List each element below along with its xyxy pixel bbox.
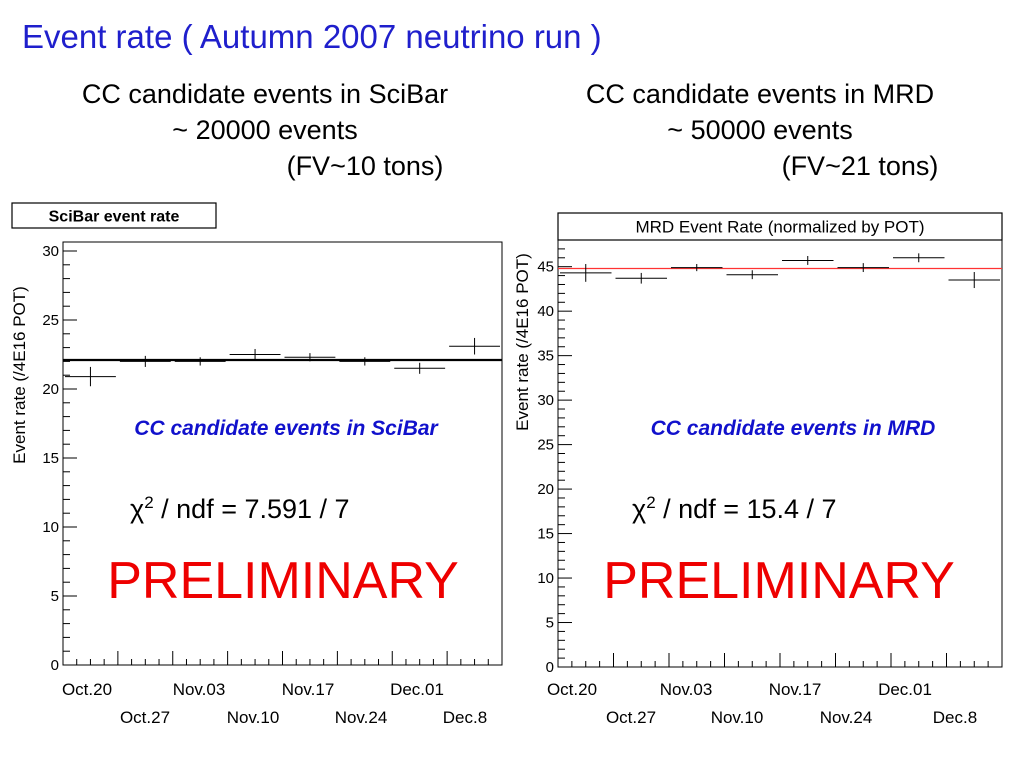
mrd-chi2-value: / ndf = 15.4 / 7 [656,494,837,524]
scibar-xlabel-row2: Nov.10 [227,708,280,727]
mrd-chart-title: MRD Event Rate (normalized by POT) [635,218,924,237]
mrd-heading-line1: CC candidate events in MRD [585,79,935,109]
mrd-xlabel-row1: Dec.01 [878,680,932,699]
mrd-ylabel: Event rate (/4E16 POT) [513,253,532,431]
mrd-xlabel-row1: Oct.20 [547,680,597,699]
mrd-chi2-symbol: χ [632,494,646,524]
scibar-chi2-text: χ2 / ndf = 7.591 / 7 [130,493,350,524]
scibar-chi2-exp: 2 [144,493,153,512]
scibar-xlabel-row1: Dec.01 [390,680,444,699]
mrd-chi2-exp: 2 [646,493,655,512]
scibar-xlabel-row2: Dec.8 [443,708,487,727]
mrd-chi2-text: χ2 / ndf = 15.4 / 7 [632,493,837,524]
scibar-chart: SciBar event rate 0 5 10 15 20 25 30 Event rate … [10,202,503,727]
scibar-chi2-symbol: χ [130,494,144,524]
mrd-xlabel-row1: Nov.03 [660,680,713,699]
scibar-heading-fv: (FV~10 tons) [286,151,444,181]
scibar-heading-line2: ~ 20000 events [172,115,358,145]
mrd-ytick-label: 20 [537,481,554,498]
mrd-preliminary-stamp: PRELIMINARY [603,552,955,610]
scibar-heading-line1: CC candidate events in SciBar [81,79,449,109]
mrd-ytick-label: 35 [537,348,554,365]
mrd-xlabel-row2: Nov.10 [711,708,764,727]
mrd-ytick-label: 0 [546,659,554,676]
mrd-ytick-label: 40 [537,303,554,320]
mrd-title-box [557,212,1003,241]
slide-title: Event rate ( Autumn 2007 neutrino run ) [22,18,602,55]
scibar-xlabel-row1: Nov.17 [282,680,335,699]
mrd-ytick-label: 30 [537,392,554,409]
mrd-xlabel-row2: Nov.24 [820,708,873,727]
scibar-xlabel-row2: Oct.27 [120,708,170,727]
scibar-ytick-label: 20 [42,381,59,398]
scibar-xlabel-row2: Nov.24 [335,708,388,727]
scibar-preliminary-stamp: PRELIMINARY [107,552,459,610]
scibar-ytick-label: 15 [42,450,59,467]
mrd-ytick-label: 25 [537,437,554,454]
scibar-xlabel-row1: Oct.20 [62,680,112,699]
scibar-title-box [11,202,217,229]
scibar-ytick-label: 10 [42,519,59,536]
mrd-xlabel-row2: Dec.8 [933,708,977,727]
scibar-xlabel-row1: Nov.03 [173,680,226,699]
mrd-heading-fv: (FV~21 tons) [781,151,939,181]
mrd-heading: CC candidate events in MRD ~ 50000 event… [530,76,990,184]
scibar-chart-title: SciBar event rate [49,209,180,226]
scibar-ytick-label: 0 [51,657,59,674]
scibar-ylabel: Event rate (/4E16 POT) [10,286,29,464]
scibar-ytick-label: 25 [42,312,59,329]
mrd-chart: MRD Event Rate (normalized by POT) 0 5 10 15… [513,212,1003,727]
mrd-ytick-label: 10 [537,570,554,587]
scibar-chi2-value: / ndf = 7.591 / 7 [154,494,350,524]
mrd-ytick-label: 5 [546,615,554,632]
scibar-ytick-label: 5 [51,588,59,605]
scibar-annotation: CC candidate events in SciBar [134,417,439,440]
mrd-ytick-label: 15 [537,526,554,543]
mrd-xlabel-row1: Nov.17 [769,680,822,699]
scibar-heading: CC candidate events in SciBar ~ 20000 ev… [30,76,500,184]
mrd-heading-line2: ~ 50000 events [667,115,853,145]
scibar-ytick-label: 30 [42,243,59,260]
mrd-ytick-label: 45 [537,259,554,276]
mrd-xlabel-row2: Oct.27 [606,708,656,727]
mrd-annotation: CC candidate events in MRD [651,417,936,440]
